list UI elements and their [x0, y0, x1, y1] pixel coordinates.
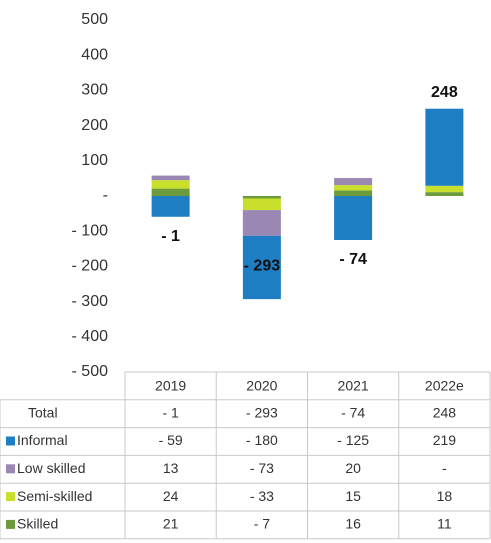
bar-segment [334, 185, 373, 191]
table-cell: 21 [163, 516, 179, 532]
table-cell: 15 [345, 488, 361, 504]
x-tick-label: 2021 [338, 378, 369, 394]
legend-label: Skilled [17, 516, 58, 532]
x-tick-label: 2022e [425, 378, 464, 394]
y-tick-label: 500 [81, 11, 108, 28]
y-tick-label: - 300 [72, 293, 109, 310]
table-cell: - 74 [341, 404, 365, 420]
bar-segment [334, 190, 373, 196]
table-cell: - 59 [159, 432, 183, 448]
bar-segment [334, 196, 373, 240]
total-label: 248 [431, 84, 458, 101]
table-cell: - 125 [337, 432, 369, 448]
bar-segment [425, 108, 464, 186]
y-tick-label: 400 [81, 46, 108, 63]
table-cell: 20 [345, 460, 361, 476]
legend-swatch [6, 492, 15, 502]
legend-label: Informal [17, 432, 68, 448]
y-tick-label: - [103, 187, 108, 204]
total-label: - 74 [339, 251, 367, 268]
table-cell: - 1 [162, 404, 179, 420]
table-cell: 13 [163, 460, 179, 476]
y-tick-label: 100 [81, 152, 108, 169]
table-cell: 16 [345, 516, 361, 532]
bar-segment [242, 210, 281, 236]
row-label: Total [28, 404, 58, 420]
total-label: - 1 [161, 228, 180, 245]
bar-segment [151, 175, 190, 181]
legend-swatch [6, 436, 15, 446]
legend-swatch [6, 519, 15, 529]
table-cell: 18 [437, 488, 453, 504]
bar-segment [151, 180, 190, 189]
table-cell: - 293 [246, 404, 278, 420]
legend-label: Semi-skilled [17, 488, 92, 504]
total-label: - 293 [244, 258, 281, 275]
table-cell: - 33 [250, 488, 274, 504]
legend-swatch [6, 464, 15, 474]
x-tick-label: 2020 [246, 378, 277, 394]
table-cell: - [442, 460, 447, 476]
table-cell: - 73 [250, 460, 274, 476]
bar-segment [334, 178, 373, 186]
y-tick-label: - 400 [72, 328, 109, 345]
table-cell: 24 [163, 488, 179, 504]
table-cell: 219 [433, 432, 457, 448]
y-tick-label: - 100 [72, 222, 109, 239]
y-tick-label: 300 [81, 82, 108, 99]
bar-segment [242, 235, 281, 300]
y-tick-label: - 200 [72, 258, 109, 275]
bar-segment [242, 198, 281, 211]
bar-segment [425, 185, 464, 193]
table-cell: - 180 [246, 432, 278, 448]
x-tick-label: 2019 [155, 378, 186, 394]
table-cell: - 7 [254, 516, 271, 532]
table-cell: 248 [433, 404, 457, 420]
y-tick-label: - 500 [72, 363, 109, 380]
bar-segment [151, 188, 190, 196]
bar-segment [242, 196, 281, 199]
bar-segment [425, 192, 464, 196]
legend-label: Low skilled [17, 460, 85, 476]
y-tick-label: 200 [81, 117, 108, 134]
bar-segment [151, 196, 190, 217]
table-cell: 11 [437, 516, 452, 532]
